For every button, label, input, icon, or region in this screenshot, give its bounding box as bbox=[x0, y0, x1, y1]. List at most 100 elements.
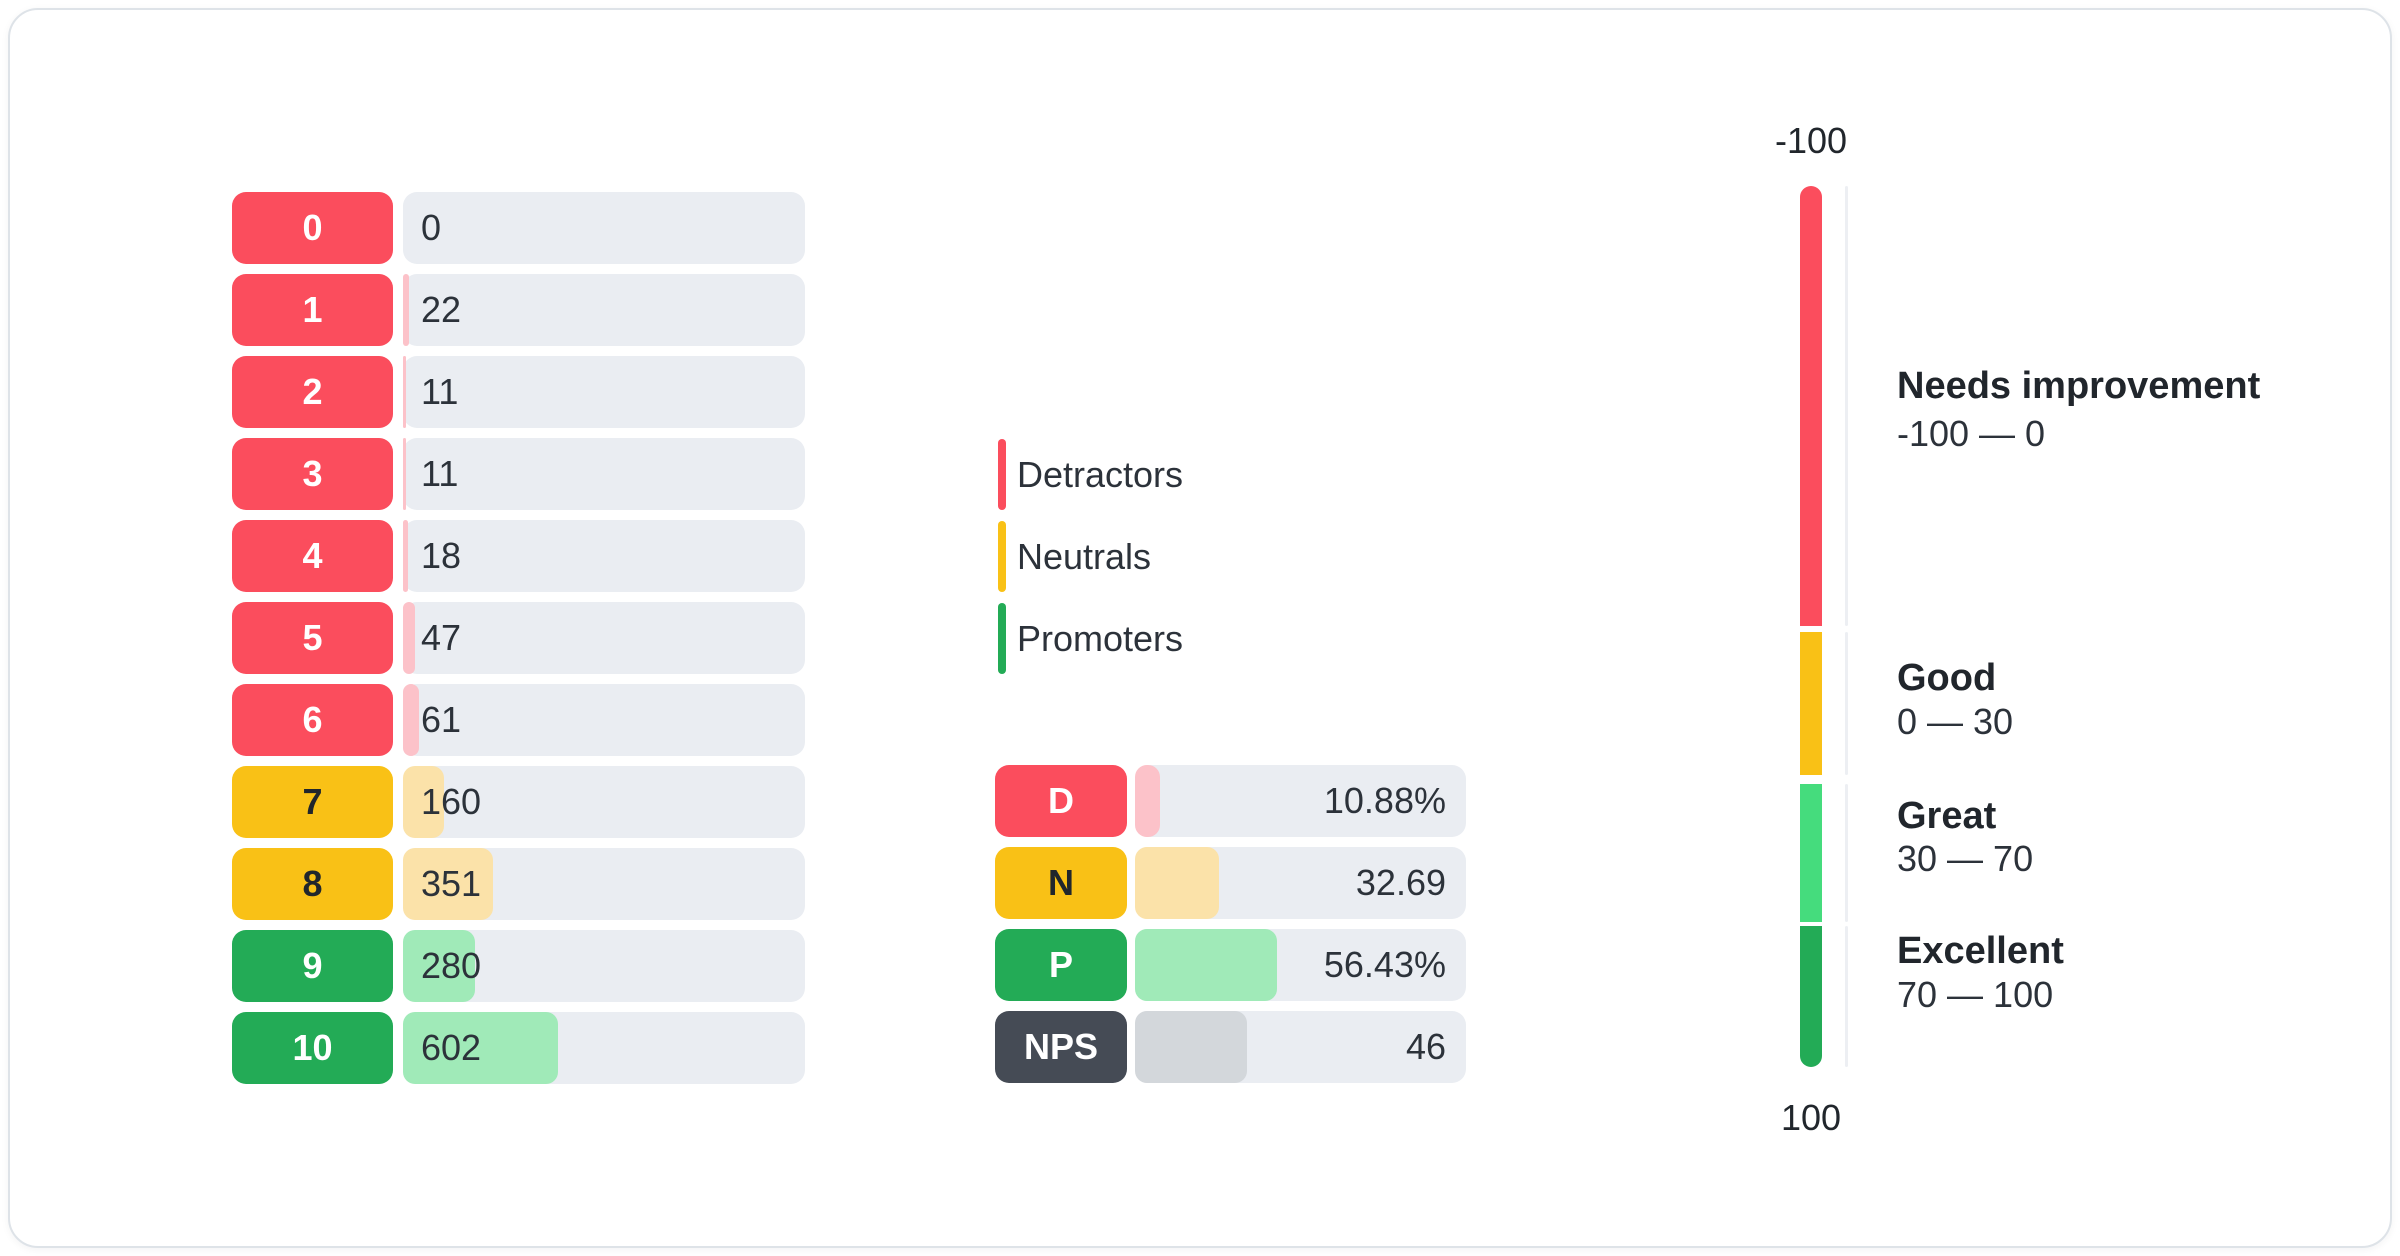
score-label-2: 2 bbox=[232, 356, 393, 428]
score-label-7: 7 bbox=[232, 766, 393, 838]
score-value-3: 11 bbox=[421, 453, 459, 494]
nps-summary-chart: D 10.88% N 32.69 P 56.43% NPS 46 bbox=[995, 765, 1466, 1083]
zone-name-excellent: Excellent bbox=[1897, 930, 2064, 972]
score-bar-fill-1 bbox=[403, 274, 409, 346]
score-bar-fill-7 bbox=[403, 766, 445, 838]
summary-label-d: D bbox=[995, 765, 1127, 837]
gauge-axis-top-label: -100 bbox=[1774, 120, 1848, 161]
summary-value-nps: 46 bbox=[1405, 1026, 1446, 1067]
zone-range-great: 30 — 70 bbox=[1897, 838, 2034, 879]
score-label-0: 0 bbox=[232, 192, 393, 264]
score-value-1: 22 bbox=[421, 289, 462, 330]
legend-item-detractors[interactable]: Detractors bbox=[998, 439, 1183, 510]
zone-range-needs-improvement: -100 — 0 bbox=[1897, 413, 2046, 454]
gauge-segment-needs-improvement bbox=[1800, 186, 1822, 626]
gauge-bar bbox=[1800, 186, 1822, 1067]
score-row-7: 7 160 bbox=[232, 766, 805, 838]
score-value-7: 160 bbox=[421, 781, 482, 822]
score-row-8: 8 351 bbox=[232, 848, 805, 920]
score-bar-track-0[interactable]: 0 bbox=[403, 192, 805, 264]
legend-item-promoters[interactable]: Promoters bbox=[998, 603, 1183, 674]
score-bar-track-10[interactable]: 602 bbox=[403, 1012, 805, 1084]
score-bar-track-6[interactable]: 61 bbox=[403, 684, 805, 756]
score-row-1: 1 22 bbox=[232, 274, 805, 346]
score-value-4: 18 bbox=[421, 535, 462, 576]
legend-label-promoters: Promoters bbox=[1017, 617, 1184, 659]
summary-bar-fill-nps bbox=[1135, 1011, 1248, 1083]
score-value-6: 61 bbox=[421, 699, 462, 740]
gauge-segment-excellent bbox=[1800, 926, 1822, 1067]
summary-label-p: P bbox=[995, 929, 1127, 1001]
score-bar-fill-5 bbox=[403, 602, 416, 674]
score-bar-track-1[interactable]: 22 bbox=[403, 274, 805, 346]
gauge-axis-line-segment bbox=[1845, 784, 1848, 922]
summary-label-n: N bbox=[995, 847, 1127, 919]
summary-bar-track-nps[interactable]: 46 bbox=[1135, 1011, 1466, 1083]
score-distribution-chart: 0 0 1 22 2 11 3 11 4 18 5 bbox=[232, 192, 805, 1084]
neutrals-swatch-icon bbox=[998, 521, 1006, 592]
zone-range-excellent: 70 — 100 bbox=[1897, 974, 2054, 1015]
score-row-5: 5 47 bbox=[232, 602, 805, 674]
score-value-0: 0 bbox=[421, 207, 442, 248]
score-row-10: 10 602 bbox=[232, 1012, 805, 1084]
legend-label-detractors: Detractors bbox=[1017, 453, 1184, 495]
score-row-6: 6 61 bbox=[232, 684, 805, 756]
score-value-9: 280 bbox=[421, 945, 482, 986]
score-row-4: 4 18 bbox=[232, 520, 805, 592]
promoters-swatch-icon bbox=[998, 603, 1006, 674]
score-bar-track-2[interactable]: 11 bbox=[403, 356, 805, 428]
gauge-axis-line bbox=[1845, 186, 1848, 1067]
gauge-segment-good bbox=[1800, 632, 1822, 775]
score-label-8: 8 bbox=[232, 848, 393, 920]
score-bar-fill-8 bbox=[403, 848, 494, 920]
summary-bar-fill-n bbox=[1135, 847, 1220, 919]
gauge-segment-great bbox=[1800, 784, 1822, 922]
summary-label-nps: NPS bbox=[995, 1011, 1127, 1083]
gauge-axis-line-segment bbox=[1845, 632, 1848, 775]
gauge-axis-line-segment bbox=[1845, 926, 1848, 1067]
score-bar-track-9[interactable]: 280 bbox=[403, 930, 805, 1002]
score-value-2: 11 bbox=[421, 371, 459, 412]
legend-label-neutrals: Neutrals bbox=[1017, 535, 1152, 577]
score-bar-fill-10 bbox=[403, 1012, 558, 1084]
zone-name-good: Good bbox=[1897, 657, 1997, 699]
score-bar-track-7[interactable]: 160 bbox=[403, 766, 805, 838]
score-row-9: 9 280 bbox=[232, 930, 805, 1002]
summary-row-nps: NPS 46 bbox=[995, 1011, 1466, 1083]
summary-value-d: 10.88% bbox=[1323, 780, 1446, 821]
score-value-10: 602 bbox=[421, 1027, 482, 1068]
legend: Detractors Neutrals Promoters bbox=[998, 439, 1183, 674]
score-value-8: 351 bbox=[421, 863, 482, 904]
score-label-4: 4 bbox=[232, 520, 393, 592]
score-bar-fill-3 bbox=[403, 438, 406, 510]
gauge-axis-line-segment bbox=[1845, 186, 1848, 626]
score-label-3: 3 bbox=[232, 438, 393, 510]
score-bar-track-8[interactable]: 351 bbox=[403, 848, 805, 920]
summary-bar-track-p[interactable]: 56.43% bbox=[1135, 929, 1466, 1001]
score-row-0: 0 0 bbox=[232, 192, 805, 264]
score-label-9: 9 bbox=[232, 930, 393, 1002]
legend-item-neutrals[interactable]: Neutrals bbox=[998, 521, 1183, 592]
summary-bar-track-d[interactable]: 10.88% bbox=[1135, 765, 1466, 837]
summary-bar-fill-d bbox=[1135, 765, 1161, 837]
zone-range-good: 0 — 30 bbox=[1897, 701, 2014, 742]
score-bar-track-4[interactable]: 18 bbox=[403, 520, 805, 592]
summary-value-p: 56.43% bbox=[1323, 944, 1446, 985]
zone-name-needs-improvement: Needs improvement bbox=[1897, 365, 2261, 407]
summary-value-n: 32.69 bbox=[1355, 862, 1446, 903]
score-bar-fill-6 bbox=[403, 684, 419, 756]
score-row-3: 3 11 bbox=[232, 438, 805, 510]
score-bar-fill-9 bbox=[403, 930, 475, 1002]
summary-bar-fill-p bbox=[1135, 929, 1277, 1001]
score-label-1: 1 bbox=[232, 274, 393, 346]
score-label-5: 5 bbox=[232, 602, 393, 674]
score-label-10: 10 bbox=[232, 1012, 393, 1084]
score-row-2: 2 11 bbox=[232, 356, 805, 428]
score-bar-fill-4 bbox=[403, 520, 408, 592]
score-bar-track-5[interactable]: 47 bbox=[403, 602, 805, 674]
summary-row-detractors: D 10.88% bbox=[995, 765, 1466, 837]
summary-row-promoters: P 56.43% bbox=[995, 929, 1466, 1001]
score-bar-track-3[interactable]: 11 bbox=[403, 438, 805, 510]
score-bar-fill-2 bbox=[403, 356, 406, 428]
summary-bar-track-n[interactable]: 32.69 bbox=[1135, 847, 1466, 919]
